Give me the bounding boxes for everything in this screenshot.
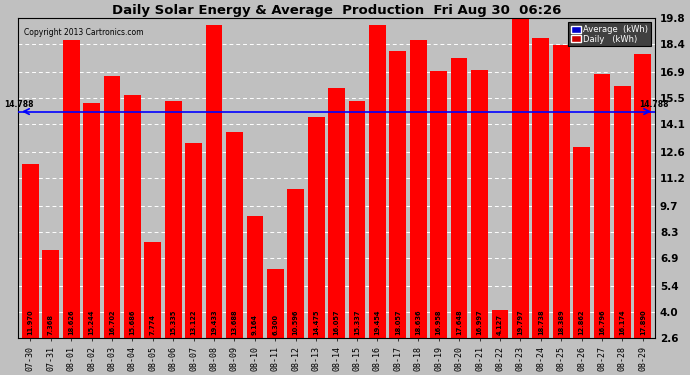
Bar: [471, 70, 488, 338]
Text: 17.890: 17.890: [640, 310, 646, 335]
Text: 15.335: 15.335: [170, 310, 176, 335]
Text: 13.688: 13.688: [231, 310, 237, 335]
Bar: [287, 189, 304, 338]
Bar: [553, 45, 569, 338]
Bar: [614, 86, 631, 338]
Text: 15.244: 15.244: [88, 310, 95, 335]
Bar: [22, 164, 39, 338]
Text: 7.774: 7.774: [150, 314, 156, 335]
Text: 9.164: 9.164: [252, 314, 258, 335]
Bar: [431, 71, 447, 338]
Text: 19.433: 19.433: [211, 310, 217, 335]
Bar: [165, 101, 181, 338]
Title: Daily Solar Energy & Average  Production  Fri Aug 30  06:26: Daily Solar Energy & Average Production …: [112, 4, 561, 17]
Bar: [186, 142, 202, 338]
Bar: [389, 51, 406, 338]
Text: 18.636: 18.636: [415, 310, 422, 335]
Text: 4.127: 4.127: [497, 314, 503, 335]
Bar: [308, 117, 324, 338]
Text: 14.788: 14.788: [640, 100, 669, 109]
Text: 6.300: 6.300: [273, 314, 278, 335]
Bar: [104, 76, 120, 338]
Bar: [144, 242, 161, 338]
Text: 15.686: 15.686: [130, 310, 135, 335]
Text: 18.626: 18.626: [68, 310, 74, 335]
Bar: [369, 25, 386, 338]
Bar: [267, 269, 284, 338]
Text: 15.337: 15.337: [354, 310, 360, 335]
Bar: [593, 74, 611, 338]
Bar: [42, 249, 59, 338]
Bar: [512, 18, 529, 338]
Bar: [63, 40, 79, 338]
Bar: [410, 40, 426, 338]
Text: 18.057: 18.057: [395, 310, 401, 335]
Bar: [124, 95, 141, 338]
Bar: [635, 54, 651, 338]
Bar: [533, 38, 549, 338]
Text: 16.997: 16.997: [477, 310, 482, 335]
Text: 11.970: 11.970: [28, 310, 33, 335]
Text: 16.702: 16.702: [109, 310, 115, 335]
Text: 7.368: 7.368: [48, 314, 54, 335]
Text: 13.122: 13.122: [190, 310, 197, 335]
Text: 19.797: 19.797: [518, 310, 523, 335]
Text: 16.958: 16.958: [435, 310, 442, 335]
Text: 16.057: 16.057: [333, 310, 339, 335]
Text: 18.738: 18.738: [538, 310, 544, 335]
Text: Copyright 2013 Cartronics.com: Copyright 2013 Cartronics.com: [24, 28, 144, 37]
Bar: [328, 88, 345, 338]
Text: 16.796: 16.796: [599, 310, 605, 335]
Text: 16.174: 16.174: [620, 310, 625, 335]
Bar: [206, 25, 222, 338]
Bar: [348, 101, 366, 338]
Bar: [573, 147, 590, 338]
Text: 10.596: 10.596: [293, 310, 299, 335]
Bar: [451, 58, 467, 338]
Text: 14.788: 14.788: [4, 100, 34, 109]
Bar: [246, 216, 264, 338]
Text: 14.475: 14.475: [313, 310, 319, 335]
Bar: [226, 132, 243, 338]
Text: 12.862: 12.862: [579, 310, 584, 335]
Text: 19.454: 19.454: [375, 310, 380, 335]
Text: 18.389: 18.389: [558, 310, 564, 335]
Text: 17.648: 17.648: [456, 310, 462, 335]
Bar: [491, 310, 509, 338]
Legend: Average  (kWh), Daily   (kWh): Average (kWh), Daily (kWh): [569, 22, 651, 46]
Bar: [83, 103, 100, 338]
